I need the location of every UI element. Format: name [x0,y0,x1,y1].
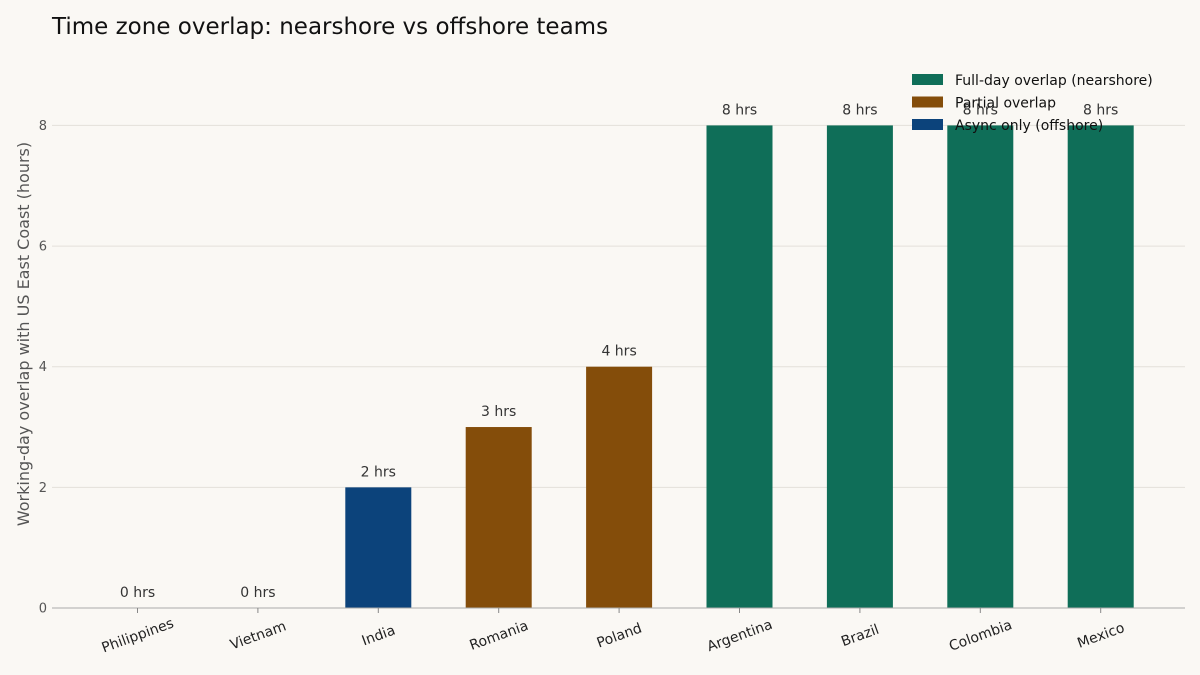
data-label: 4 hrs [601,344,636,360]
data-label: 8 hrs [722,102,757,118]
x-tick-label: India [360,623,398,650]
data-label: 8 hrs [1083,102,1118,118]
x-tick-label: Argentina [705,617,775,655]
legend-swatch-async [912,119,943,130]
bars [345,125,1134,608]
x-ticks: Philippines Vietnam India Romania Poland Arge… [100,608,1127,656]
bar-brazil [826,125,893,608]
data-labels: 0 hrs 0 hrs 2 hrs 3 hrs 4 hrs 8 hrs 8 hrs 8 hrs… [120,102,1118,601]
legend-label-async: Async only (offshore) [955,118,1103,134]
bar-poland [586,366,653,608]
y-axis-label: Working-day overlap with US East Coast (… [14,142,33,526]
x-tick-label: Vietnam [228,618,288,653]
bar-india [345,487,412,608]
chart-title: Time zone overlap: nearshore vs offshore… [51,14,608,40]
x-tick-label: Romania [468,618,531,654]
data-label: 8 hrs [963,102,998,118]
legend-swatch-partial [912,96,943,108]
x-tick-label: Mexico [1075,620,1126,652]
legend-swatch-full [912,74,943,85]
x-tick-label: Colombia [947,617,1014,655]
data-label: 8 hrs [842,102,877,118]
y-tick-label: 6 [39,240,47,255]
bar-argentina [706,125,773,608]
data-label: 0 hrs [120,585,155,601]
y-tick-label: 8 [39,119,47,134]
bar-romania [465,427,532,608]
x-tick-label: Brazil [839,622,881,650]
bar-colombia [947,125,1014,608]
y-tick-label: 2 [39,481,47,496]
y-tick-label: 0 [39,602,47,617]
x-tick-label: Philippines [100,616,176,657]
y-tick-label: 4 [39,360,47,375]
x-tick-label: Poland [595,620,644,651]
data-label: 3 hrs [481,404,516,420]
bar-mexico [1067,125,1134,608]
y-ticks: 0 2 4 6 8 [39,119,47,617]
data-label: 0 hrs [240,585,275,601]
legend-label-full: Full-day overlap (nearshore) [955,73,1153,89]
legend-label-partial: Partial overlap [955,96,1056,112]
data-label: 2 hrs [361,464,396,480]
legend: Full-day overlap (nearshore) Partial over… [912,73,1153,134]
